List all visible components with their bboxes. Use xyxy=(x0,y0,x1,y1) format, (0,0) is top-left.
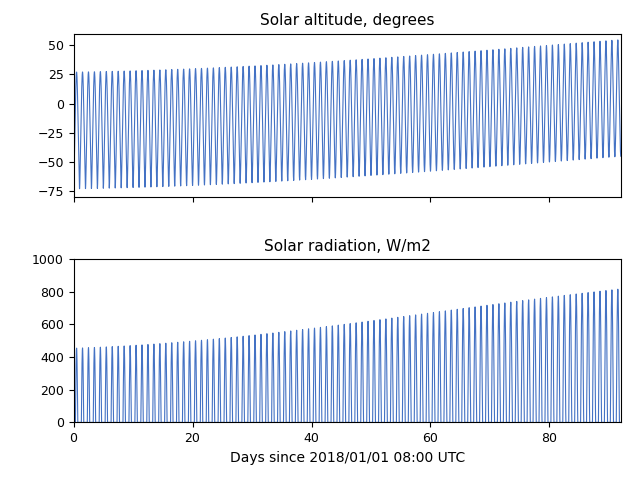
Title: Solar altitude, degrees: Solar altitude, degrees xyxy=(260,13,435,28)
X-axis label: Days since 2018/01/01 08:00 UTC: Days since 2018/01/01 08:00 UTC xyxy=(230,451,465,465)
Title: Solar radiation, W/m2: Solar radiation, W/m2 xyxy=(264,239,431,254)
